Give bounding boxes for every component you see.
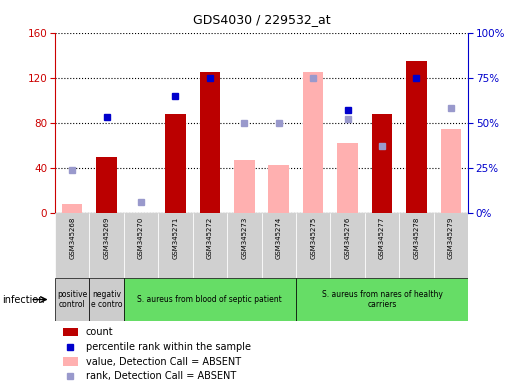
Bar <box>55 213 89 278</box>
Bar <box>434 213 468 278</box>
Bar <box>165 114 186 213</box>
Text: count: count <box>86 327 113 337</box>
Bar <box>124 213 158 278</box>
Text: GSM345279: GSM345279 <box>448 217 454 259</box>
Text: GSM345270: GSM345270 <box>138 217 144 259</box>
Bar <box>234 160 255 213</box>
Bar <box>96 157 117 213</box>
Text: rank, Detection Call = ABSENT: rank, Detection Call = ABSENT <box>86 371 236 381</box>
Text: positive
control: positive control <box>57 290 87 309</box>
Bar <box>158 213 192 278</box>
Text: GSM345269: GSM345269 <box>104 217 109 259</box>
Text: GDS4030 / 229532_at: GDS4030 / 229532_at <box>192 13 331 26</box>
Bar <box>296 213 331 278</box>
Bar <box>124 278 296 321</box>
Text: GSM345271: GSM345271 <box>173 217 178 259</box>
Bar <box>372 114 392 213</box>
Bar <box>440 129 461 213</box>
Text: negativ
e contro: negativ e contro <box>91 290 122 309</box>
Text: GSM345275: GSM345275 <box>310 217 316 259</box>
Bar <box>89 213 124 278</box>
Text: GSM345278: GSM345278 <box>414 217 419 259</box>
Bar <box>63 358 77 366</box>
Text: GSM345272: GSM345272 <box>207 217 213 259</box>
Bar <box>406 61 427 213</box>
Bar <box>331 213 365 278</box>
Bar <box>399 213 434 278</box>
Bar <box>63 328 77 336</box>
Bar <box>227 213 262 278</box>
Text: GSM345276: GSM345276 <box>345 217 350 259</box>
Bar <box>192 213 227 278</box>
Bar <box>303 72 323 213</box>
Text: GSM345268: GSM345268 <box>69 217 75 259</box>
Bar <box>296 278 468 321</box>
Text: GSM345273: GSM345273 <box>241 217 247 259</box>
Text: GSM345277: GSM345277 <box>379 217 385 259</box>
Bar <box>337 143 358 213</box>
Text: S. aureus from blood of septic patient: S. aureus from blood of septic patient <box>138 295 282 304</box>
Text: GSM345274: GSM345274 <box>276 217 282 259</box>
Bar <box>55 278 89 321</box>
Text: percentile rank within the sample: percentile rank within the sample <box>86 342 251 352</box>
Bar <box>89 278 124 321</box>
Bar <box>62 204 83 213</box>
Bar <box>365 213 399 278</box>
Text: infection: infection <box>3 295 45 305</box>
Text: value, Detection Call = ABSENT: value, Detection Call = ABSENT <box>86 357 241 367</box>
Bar <box>199 72 220 213</box>
Bar <box>268 165 289 213</box>
Text: S. aureus from nares of healthy
carriers: S. aureus from nares of healthy carriers <box>322 290 442 309</box>
Bar <box>262 213 296 278</box>
